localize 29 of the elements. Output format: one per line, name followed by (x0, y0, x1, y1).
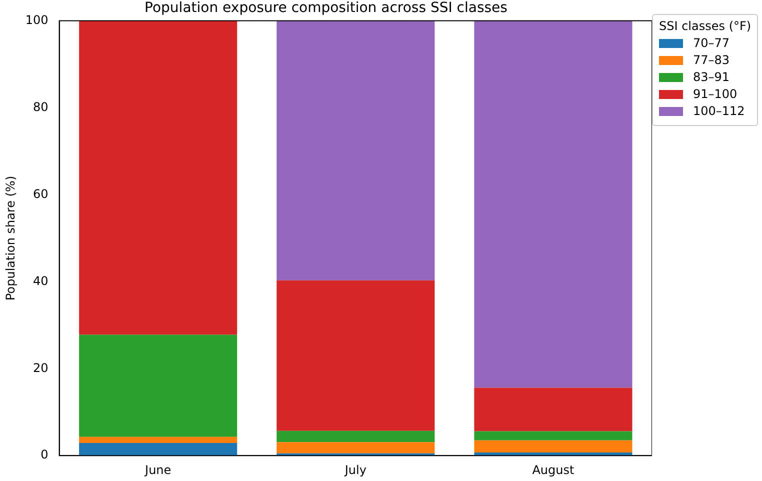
bar (474, 431, 632, 440)
bar (276, 430, 435, 442)
y-tick-label: 60 (33, 186, 48, 201)
legend-label: 100–112 (693, 104, 745, 118)
bar (79, 20, 238, 335)
chart-title: Population exposure composition across SSI classes (144, 0, 508, 16)
legend-label: 83–91 (693, 70, 730, 84)
x-tick-label: July (344, 462, 366, 477)
legend-label: 70–77 (693, 36, 730, 50)
x-tick-label: August (532, 462, 575, 477)
bar (276, 442, 435, 454)
y-tick-label: 100 (25, 12, 48, 27)
y-axis-title: Population share (%) (3, 176, 18, 301)
y-tick-label: 80 (33, 100, 48, 114)
legend-title: SSI classes (°F) (659, 19, 752, 33)
bar (79, 436, 238, 443)
bar (474, 388, 632, 432)
legend-label: 77–83 (693, 53, 730, 67)
y-tick-label: 40 (33, 274, 48, 288)
bar (79, 442, 238, 456)
bar (276, 280, 435, 431)
x-tick-label: June (144, 462, 172, 477)
bar (474, 440, 632, 453)
bar (276, 20, 435, 280)
y-tick-label: 0 (40, 448, 48, 462)
bar (79, 334, 238, 437)
bar (474, 20, 632, 388)
y-tick-label: 20 (33, 360, 48, 375)
legend-label: 91–100 (693, 87, 738, 101)
